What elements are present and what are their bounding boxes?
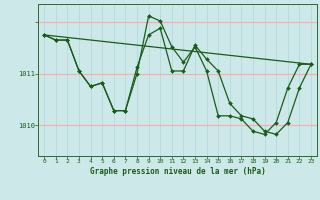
X-axis label: Graphe pression niveau de la mer (hPa): Graphe pression niveau de la mer (hPa): [90, 167, 266, 176]
